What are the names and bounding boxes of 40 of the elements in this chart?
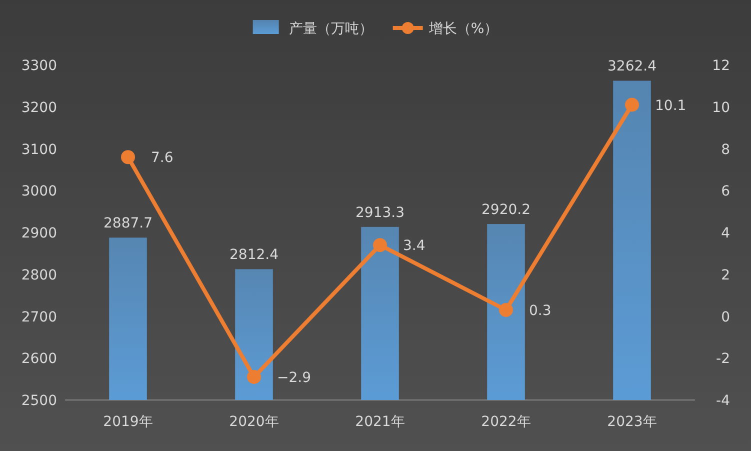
y-tick-label: 3000 — [21, 184, 57, 200]
data-label: 3262.4 — [608, 58, 657, 75]
y2-tick-label: -2 — [716, 351, 730, 368]
point — [373, 238, 387, 252]
data-label: 7.6 — [151, 150, 174, 166]
data-label: 2920.2 — [482, 202, 530, 218]
point — [121, 150, 135, 164]
data-label: 0.3 — [529, 302, 552, 319]
y-tick-label: 2700 — [21, 309, 57, 326]
y-tick-label: 2900 — [21, 226, 57, 242]
y-tick-label: 2500 — [21, 393, 57, 409]
y2-tick-label: 0 — [721, 309, 730, 326]
data-label: 2887.7 — [104, 216, 152, 232]
y2-tick-label: 10 — [712, 100, 730, 116]
y2-tick-label: 4 — [721, 226, 730, 242]
data-label: 2913.3 — [356, 204, 404, 221]
x-tick-label: 2023年 — [607, 414, 657, 430]
y2-tick-label: 2 — [721, 267, 730, 284]
y-tick-label: 2600 — [21, 351, 57, 368]
x-tick-label: 2021年 — [355, 414, 405, 430]
point — [499, 302, 513, 317]
y2-tick-label: 6 — [721, 184, 730, 200]
y-tick-label: 3100 — [21, 142, 57, 158]
x-tick-label: 2019年 — [103, 414, 153, 430]
y-tick-label: 3200 — [21, 100, 57, 116]
y2-tick-label: -4 — [716, 393, 730, 409]
y-tick-label: 3300 — [21, 58, 57, 74]
legend-label: 增长（%） — [428, 21, 498, 37]
y2-tick-label: 12 — [712, 58, 730, 74]
x-tick-label: 2020年 — [229, 414, 279, 430]
data-label: 2812.4 — [230, 247, 279, 264]
data-label: 10.1 — [655, 98, 686, 114]
point — [247, 370, 261, 384]
legend-label: 产量（万吨） — [288, 21, 373, 37]
data-label: 3.4 — [403, 238, 426, 254]
point — [625, 98, 639, 112]
x-tick-label: 2022年 — [481, 414, 531, 430]
y-tick-label: 2800 — [21, 267, 57, 284]
y2-tick-label: 8 — [721, 142, 730, 158]
data-label: −2.9 — [277, 370, 311, 386]
